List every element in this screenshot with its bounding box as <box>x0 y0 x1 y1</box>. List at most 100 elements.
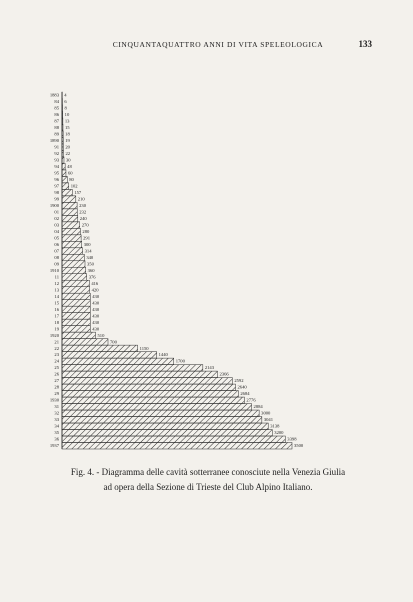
value-label: 360 <box>88 268 96 273</box>
bar <box>61 338 109 346</box>
y-tick-label: 95 <box>54 170 59 175</box>
value-label: 430 <box>92 294 100 299</box>
y-tick-label: 93 <box>54 158 59 163</box>
y-tick-label: 1910 <box>50 268 60 273</box>
bar <box>61 409 260 417</box>
bar <box>61 357 174 365</box>
value-label: 2592 <box>234 378 244 383</box>
value-label: 430 <box>92 307 100 312</box>
value-label: 430 <box>92 320 100 325</box>
y-tick-label: 94 <box>54 164 59 169</box>
y-tick-label: 1930 <box>50 398 60 403</box>
value-label: 102 <box>71 183 79 188</box>
bar <box>61 169 67 177</box>
value-label: 22 <box>65 151 70 156</box>
value-label: 3200 <box>274 430 284 435</box>
y-tick-label: 1890 <box>50 138 60 143</box>
bar <box>61 331 96 339</box>
y-tick-label: 05 <box>54 235 59 240</box>
value-label: 20 <box>65 145 70 150</box>
y-tick-label: 21 <box>54 339 59 344</box>
bar <box>61 292 91 300</box>
bar <box>61 267 86 274</box>
bar <box>61 299 91 307</box>
value-label: 2143 <box>205 365 215 370</box>
bar <box>61 442 293 450</box>
bar <box>61 163 66 171</box>
bar <box>61 247 83 255</box>
value-label: 314 <box>85 248 93 253</box>
y-tick-label: 1883 <box>50 93 60 98</box>
value-label: 30 <box>66 158 71 163</box>
value-label: 48 <box>67 164 72 169</box>
value-label: 6 <box>64 99 67 104</box>
value-label: 3138 <box>270 424 280 429</box>
bar <box>61 390 239 398</box>
bar <box>61 254 85 262</box>
bar <box>61 208 78 216</box>
y-tick-label: 98 <box>54 190 59 195</box>
bar <box>61 364 204 372</box>
value-label: 416 <box>91 281 99 286</box>
y-tick-label: 16 <box>54 307 59 312</box>
y-tick-label: 23 <box>54 352 59 357</box>
value-label: 376 <box>89 274 97 279</box>
y-tick-label: 97 <box>54 183 59 188</box>
bar <box>61 403 252 411</box>
y-tick-label: 18 <box>54 320 59 325</box>
value-label: 430 <box>92 300 100 305</box>
bar <box>61 422 269 430</box>
y-tick-label: 01 <box>54 209 59 214</box>
bar <box>61 383 236 391</box>
value-label: 510 <box>98 333 106 338</box>
bar <box>61 435 286 443</box>
y-tick-label: 09 <box>54 261 59 266</box>
y-tick-label: 26 <box>54 372 59 377</box>
value-label: 700 <box>110 339 118 344</box>
y-tick-label: 06 <box>54 242 59 247</box>
bar <box>61 273 87 281</box>
caption-line: Fig. 4. - Diagramma delle cavità sotterr… <box>71 467 345 477</box>
y-tick-label: 13 <box>54 287 59 292</box>
value-label: 15 <box>65 125 70 130</box>
value-label: 3041 <box>264 417 274 422</box>
caption-line: ad opera della Sezione di Trieste del Cl… <box>104 482 313 492</box>
bar <box>61 312 91 320</box>
value-label: 280 <box>82 229 90 234</box>
value-label: 210 <box>78 196 86 201</box>
value-label: 300 <box>84 242 92 247</box>
y-tick-label: 84 <box>54 99 59 104</box>
value-label: 13 <box>65 119 70 124</box>
value-label: 3500 <box>294 443 304 448</box>
bar <box>61 325 91 333</box>
value-label: 270 <box>82 222 90 227</box>
y-tick-label: 96 <box>54 177 59 182</box>
y-tick-label: 27 <box>54 378 59 383</box>
value-label: 157 <box>74 190 82 195</box>
value-label: 80 <box>69 177 74 182</box>
y-tick-label: 85 <box>54 106 59 111</box>
value-label: 60 <box>68 170 73 175</box>
y-tick-label: 29 <box>54 391 59 396</box>
bar <box>61 416 263 424</box>
value-label: 4 <box>64 93 67 98</box>
bar <box>61 396 245 404</box>
bar <box>61 318 91 326</box>
bar <box>61 202 78 210</box>
y-tick-label: 17 <box>54 313 59 318</box>
page-number: 133 <box>359 39 373 49</box>
y-tick-label: 91 <box>54 145 59 150</box>
bar <box>61 221 80 229</box>
y-tick-label: 28 <box>54 385 59 390</box>
y-tick-label: 02 <box>54 216 59 221</box>
y-tick-label: 89 <box>54 132 59 137</box>
y-tick-label: 1900 <box>50 203 60 208</box>
bar <box>61 241 82 249</box>
y-tick-label: 04 <box>54 229 59 234</box>
bar <box>61 344 138 352</box>
y-tick-label: 11 <box>55 274 60 279</box>
value-label: 1700 <box>176 359 186 364</box>
